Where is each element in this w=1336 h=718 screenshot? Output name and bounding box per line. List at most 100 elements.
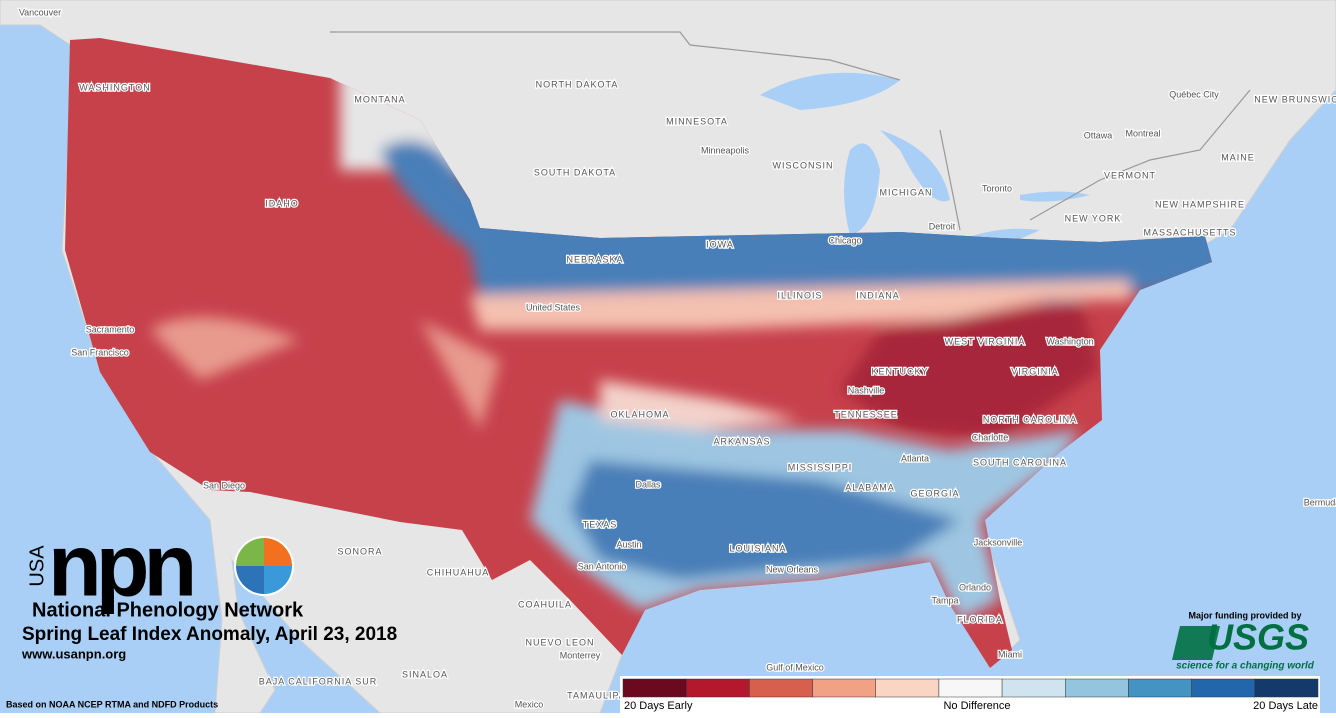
map-label: Mexico — [515, 699, 544, 709]
map-label: OKLAHOMA — [610, 409, 669, 419]
map-label: CHIHUAHUA — [427, 567, 490, 577]
map-label: Miami — [998, 649, 1022, 659]
anomaly-early-south — [570, 460, 960, 580]
map-label: SINALOA — [402, 669, 448, 679]
title: Spring Leaf Index Anomaly, April 23, 201… — [22, 624, 397, 645]
map-label: New Orleans — [766, 564, 819, 574]
map-label: GEORGIA — [910, 488, 959, 498]
anomaly-transition — [470, 280, 1130, 330]
logo-usa: USA — [26, 545, 48, 587]
map-label: WEST VIRGINIA — [945, 336, 1026, 346]
map-label: NEBRASKA — [566, 254, 623, 264]
map-label: KENTUCKY — [871, 366, 928, 376]
map-label: Tampa — [931, 595, 958, 605]
usgs-tagline: science for a changing world — [1176, 661, 1315, 672]
legend-swatch — [875, 678, 940, 698]
logo-npn: npn — [48, 515, 193, 614]
anomaly-neutral — [600, 380, 800, 430]
map-label: VERMONT — [1104, 170, 1156, 180]
legend-swatch — [749, 678, 813, 698]
usgs-waves — [1172, 626, 1220, 660]
map-label: Minneapolis — [701, 145, 750, 155]
legend-swatch — [1191, 678, 1256, 698]
map-label: Jacksonville — [974, 537, 1023, 547]
anomaly-late-east — [840, 300, 1100, 440]
funding-text: Major funding provided by — [1189, 610, 1302, 620]
map-label: ARKANSAS — [713, 436, 770, 446]
legend-label: 20 Days Late — [1253, 700, 1318, 712]
map-label: FLORIDA — [957, 614, 1003, 624]
logo-name: National Phenology Network — [32, 599, 304, 621]
usgs-logo: USGS — [1207, 617, 1309, 658]
map-label: San Francisco — [71, 347, 129, 357]
map-label: COAHUILA — [518, 599, 572, 609]
legend-swatch — [1128, 678, 1192, 698]
map-label: ILLINOIS — [777, 290, 822, 300]
map-label: Charlotte — [972, 432, 1009, 442]
map-label: ALABAMA — [845, 482, 895, 492]
legend-swatch — [1065, 678, 1129, 698]
legend-swatch — [1254, 678, 1319, 698]
map-label: Bermuda — [1304, 497, 1336, 507]
map-label: NORTH DAKOTA — [536, 79, 619, 89]
source: Based on NOAA NCEP RTMA and NDFD Product… — [6, 699, 218, 709]
map-label: San Antonio — [578, 561, 627, 571]
map-label: NEW BRUNSWICK — [1254, 94, 1336, 104]
map-label: SONORA — [337, 546, 382, 556]
map-label: Dallas — [635, 479, 661, 489]
map-label: TAMAULIPAS — [567, 690, 633, 700]
logo-mark — [234, 536, 294, 596]
legend-label: No Difference — [943, 700, 1010, 712]
map-label: MINNESOTA — [666, 116, 728, 126]
map-label: Toronto — [982, 183, 1012, 193]
url: www.usanpn.org — [21, 646, 126, 661]
map-label: San Diego — [203, 480, 245, 490]
map-label: Chicago — [828, 235, 861, 245]
map-label: Monterrey — [560, 650, 601, 660]
map-label: WISCONSIN — [772, 160, 833, 170]
map-label: Ottawa — [1084, 130, 1113, 140]
map-label: TEXAS — [583, 519, 618, 529]
map-label: Sacramento — [86, 324, 135, 334]
map-label: IDAHO — [265, 198, 299, 208]
map-label: MISSISSIPPI — [788, 462, 853, 472]
map-label: TENNESSEE — [834, 409, 898, 419]
borders — [330, 31, 1251, 231]
map-label: SOUTH DAKOTA — [534, 167, 616, 177]
map-label: Montreal — [1125, 128, 1160, 138]
map-label: Washington — [1046, 336, 1093, 346]
map-label: MICHIGAN — [880, 187, 933, 197]
map-label: Vancouver — [19, 7, 61, 17]
map-label: Austin — [616, 539, 641, 549]
map-label: SOUTH CAROLINA — [973, 457, 1067, 467]
map-label: WASHINGTON — [79, 82, 151, 92]
map-label: NEW HAMPSHIRE — [1155, 199, 1245, 209]
map-label: Gulf of Mexico — [766, 662, 824, 672]
map-label: INDIANA — [856, 290, 900, 300]
map-label: NEW YORK — [1065, 213, 1122, 223]
map-label: MASSACHUSETTS — [1143, 227, 1236, 237]
map-label: LOUISIANA — [729, 543, 786, 553]
legend-swatch — [1001, 678, 1066, 698]
map-label: United States — [526, 302, 581, 312]
map-label: MONTANA — [354, 94, 405, 104]
map-label: MAINE — [1221, 152, 1255, 162]
great-lakes — [760, 72, 1090, 251]
legend-label: 20 Days Early — [624, 700, 693, 712]
map-label: Québec City — [1169, 89, 1219, 99]
map-label: Atlanta — [901, 453, 929, 463]
map-label: VIRGINIA — [1011, 366, 1059, 376]
legend: 20 Days Early No Difference 20 Days Late — [620, 676, 1320, 713]
map-label: Detroit — [929, 221, 956, 231]
legend-swatch — [622, 678, 687, 698]
anomaly-mild — [150, 317, 500, 430]
map-label: Orlando — [959, 582, 991, 592]
map-label: BAJA CALIFORNIA SUR — [259, 676, 378, 686]
map-label: IOWA — [706, 239, 734, 249]
legend-swatch — [812, 678, 876, 698]
map-labels: Vancouver WASHINGTON MONTANA NORTH DAKOTA MI… — [18, 6, 1336, 711]
legend-swatch — [685, 678, 750, 698]
map-label: Nashville — [848, 385, 885, 395]
